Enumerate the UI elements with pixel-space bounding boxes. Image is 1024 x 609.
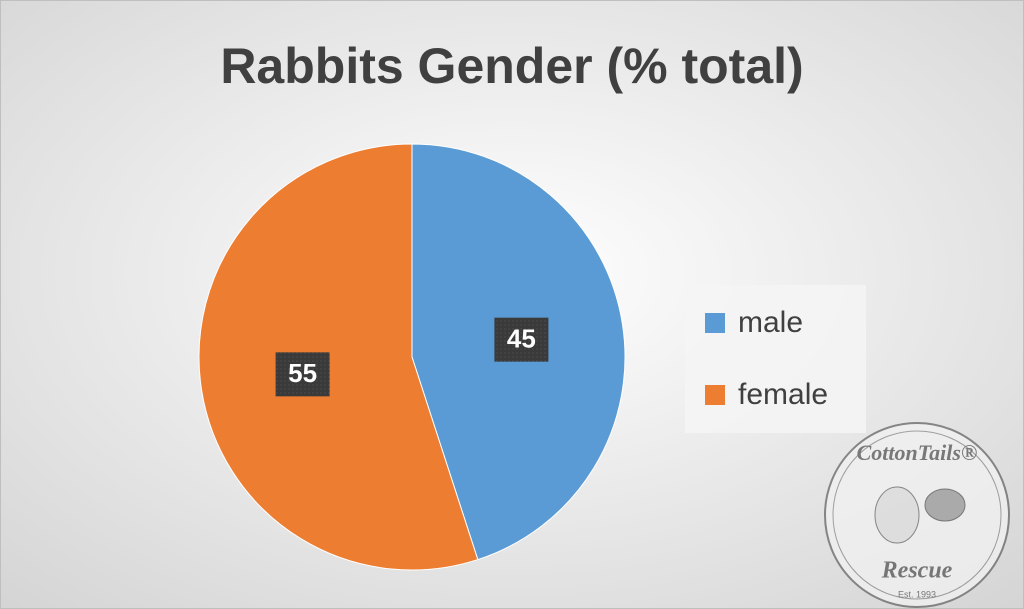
data-label: 55 bbox=[288, 358, 317, 388]
legend-box bbox=[685, 285, 866, 433]
logo-ring bbox=[832, 430, 1002, 600]
logo-name: CottonTails® bbox=[857, 440, 978, 465]
data-label-box bbox=[494, 317, 549, 362]
legend-label: female bbox=[738, 378, 828, 411]
legend-swatch bbox=[705, 385, 725, 405]
chart-title: Rabbits Gender (% total) bbox=[220, 38, 803, 94]
logo-tagline: Rescue bbox=[881, 558, 953, 584]
data-label-box bbox=[275, 352, 330, 397]
pie bbox=[198, 143, 626, 571]
logo: CottonTails® Rescue Est. 1993 bbox=[824, 422, 1010, 608]
legend-swatch bbox=[705, 313, 725, 333]
legend: male female bbox=[705, 306, 828, 411]
legend-label: male bbox=[738, 306, 803, 339]
logo-established: Est. 1993 bbox=[898, 589, 936, 599]
logo-rabbit bbox=[874, 486, 920, 544]
data-labels: 45 55 bbox=[275, 317, 549, 397]
logo-rabbit bbox=[924, 488, 966, 522]
data-label: 45 bbox=[507, 324, 536, 354]
pie-slice bbox=[198, 143, 479, 571]
